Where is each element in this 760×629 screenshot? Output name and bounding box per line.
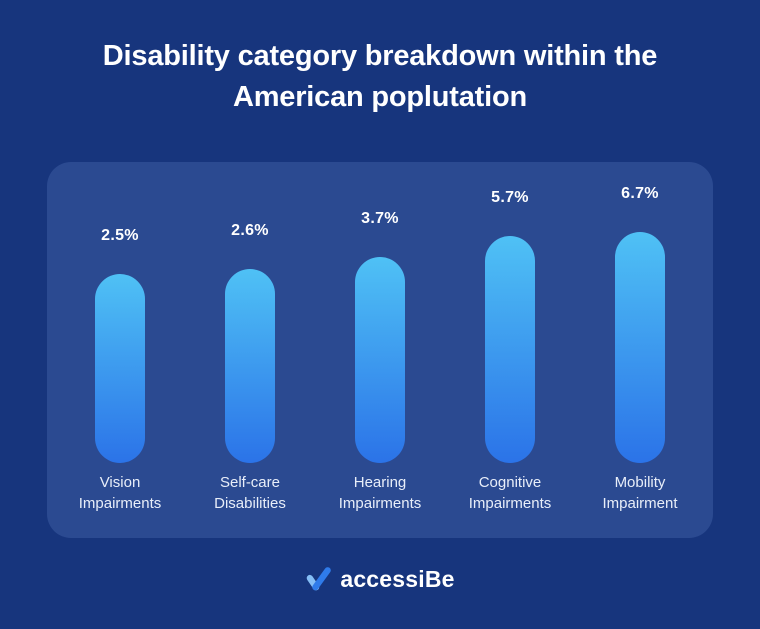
category-label: Self-care Disabilities [214, 472, 286, 514]
bar-column-mobility-impairment: 6.7% Mobility Impairment [575, 162, 705, 514]
brand-footer: accessiBe [0, 566, 760, 593]
category-label-line2: Impairment [602, 495, 678, 512]
category-label-line2: Impairments [468, 495, 552, 512]
category-label-line2: Impairments [78, 495, 162, 512]
category-label: Vision Impairments [79, 472, 162, 514]
bar [95, 274, 145, 463]
category-label: Cognitive Impairments [469, 472, 552, 514]
chart-title: Disability category breakdown within the… [0, 36, 760, 118]
value-label: 6.7% [621, 185, 659, 202]
category-label-line1: Mobility [614, 474, 666, 491]
bar-column-vision-impairments: 2.5% Vision Impairments [55, 162, 185, 514]
bar-area: 5.7% [485, 162, 535, 463]
bar-area: 2.5% [95, 162, 145, 463]
chart-panel: 2.5% Vision Impairments 2.6% Self-care D… [47, 162, 713, 538]
category-label-line1: Cognitive [478, 474, 542, 491]
bar [355, 257, 405, 463]
chart-title-line1: Disability category breakdown within the [102, 40, 658, 72]
bar-area: 6.7% [615, 162, 665, 463]
category-label-line2: Impairments [338, 495, 422, 512]
bar-area: 3.7% [355, 162, 405, 463]
category-label-line1: Self-care [219, 474, 280, 491]
bar-column-self-care-disabilities: 2.6% Self-care Disabilities [185, 162, 315, 514]
value-label: 3.7% [361, 210, 399, 227]
value-label: 5.7% [491, 189, 529, 206]
bar-chart: 2.5% Vision Impairments 2.6% Self-care D… [55, 162, 705, 514]
category-label: Hearing Impairments [339, 472, 422, 514]
bar [615, 232, 665, 463]
brand-name: accessiBe [340, 566, 455, 592]
bar [485, 236, 535, 463]
category-label: Mobility Impairment [602, 472, 677, 514]
value-label: 2.5% [101, 227, 139, 244]
category-label-line1: Vision [99, 474, 141, 491]
bar-column-cognitive-impairments: 5.7% Cognitive Impairments [445, 162, 575, 514]
category-label-line2: Disabilities [214, 495, 286, 512]
category-label-line1: Hearing [353, 474, 407, 491]
chart-title-line2: American poplutation [232, 81, 528, 113]
bar [225, 269, 275, 463]
bar-column-hearing-impairments: 3.7% Hearing Impairments [315, 162, 445, 514]
bar-area: 2.6% [225, 162, 275, 463]
checkmark-icon [307, 567, 332, 591]
value-label: 2.6% [231, 222, 269, 239]
